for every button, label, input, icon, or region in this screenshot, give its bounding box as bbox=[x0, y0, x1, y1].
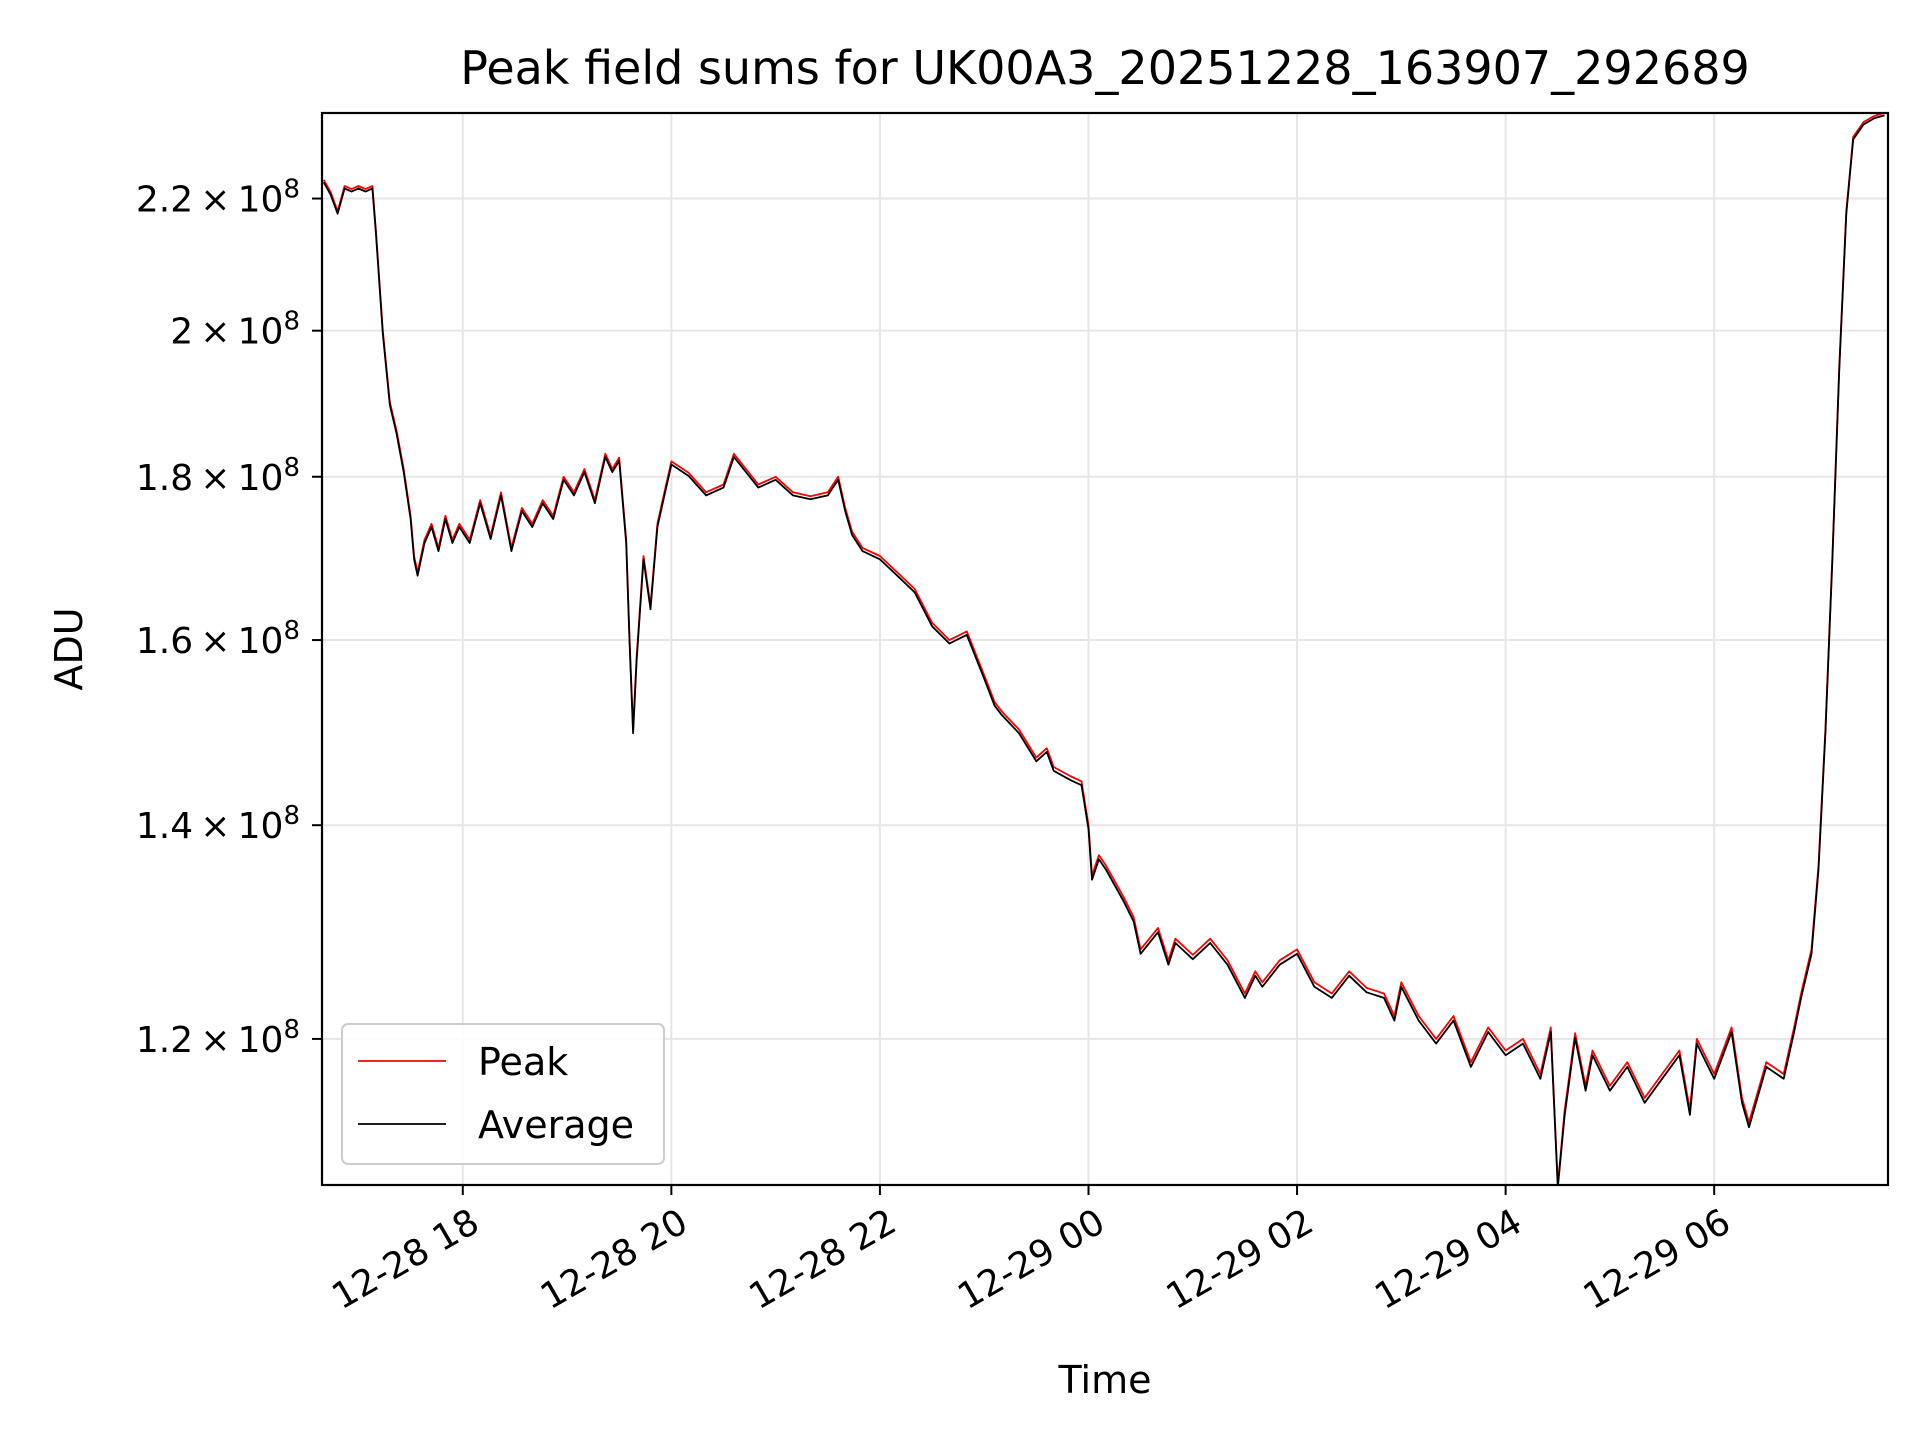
y-tick-label-0: 1.2 × 108 bbox=[136, 1015, 300, 1061]
plot-frame bbox=[320, 111, 1890, 1187]
series-line-average bbox=[322, 114, 1885, 1185]
y-axis-label: ADU bbox=[47, 607, 91, 690]
y-tick-label-5: 2.2 × 108 bbox=[136, 175, 300, 221]
legend: Peak Average bbox=[341, 1023, 665, 1165]
y-tick-label-4: 2 × 108 bbox=[170, 307, 300, 353]
legend-average-label: Average bbox=[478, 1103, 634, 1147]
x-axis-label: Time bbox=[1058, 1358, 1152, 1402]
y-tick-label-2: 1.6 × 108 bbox=[136, 616, 300, 662]
y-axis-ticks: 1.2 × 108 1.4 × 108 1.6 × 108 1.8 × 108 2 × … bbox=[136, 175, 322, 1061]
series-layer bbox=[322, 113, 1885, 1185]
legend-peak-label: Peak bbox=[478, 1040, 568, 1084]
chart-title: Peak field sums for UK00A3_20251228_1639… bbox=[460, 41, 1750, 95]
legend-box bbox=[341, 1023, 665, 1165]
series-line-peak bbox=[322, 113, 1885, 1185]
y-tick-label-3: 1.8 × 108 bbox=[136, 453, 300, 499]
y-tick-label-1: 1.4 × 108 bbox=[136, 801, 300, 847]
